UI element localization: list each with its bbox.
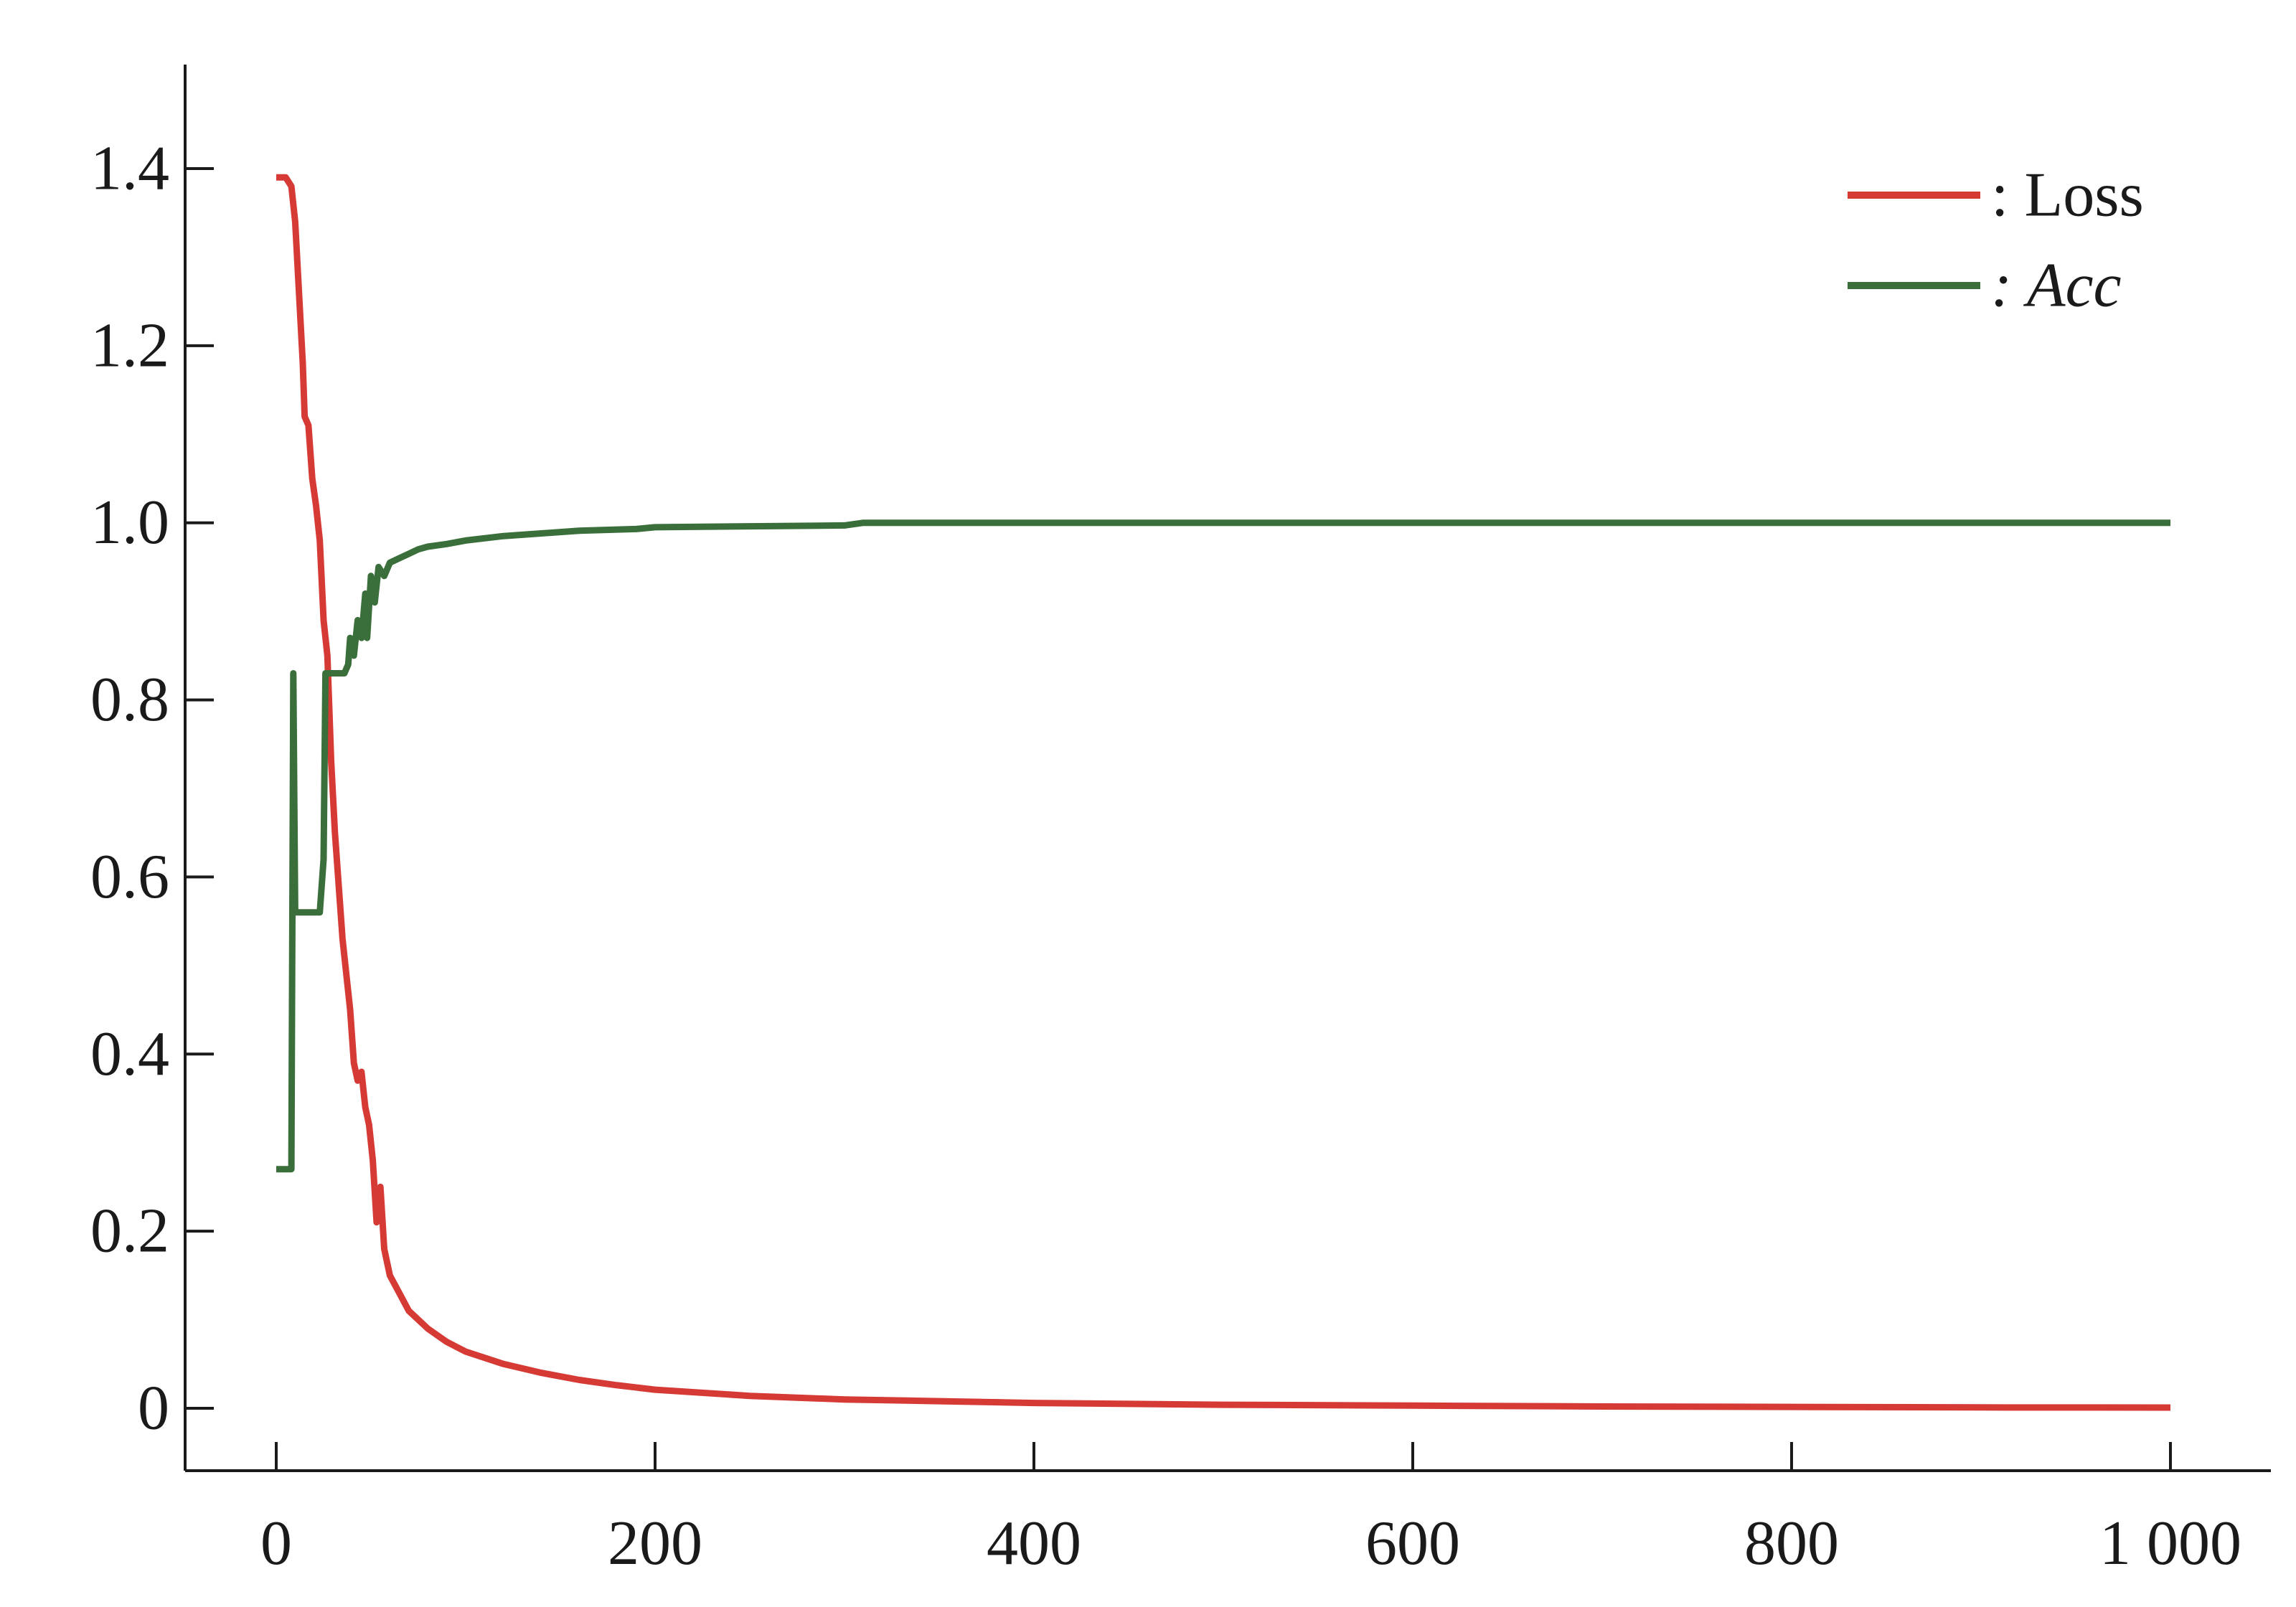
y-tick-label: 1.4 <box>90 134 169 204</box>
y-tick-label: 1.0 <box>90 488 169 557</box>
x-tick-label: 600 <box>1365 1509 1460 1578</box>
legend-label-acc: : Acc <box>1991 251 2122 321</box>
y-tick-label: 0 <box>138 1374 169 1443</box>
series-layer <box>276 174 2171 1411</box>
series-line-acc <box>276 519 2170 1173</box>
x-tick-label: 400 <box>987 1509 1081 1578</box>
y-ticks: 0 0.2 0.4 0.6 0.8 1.0 1.2 1.4 <box>90 134 214 1443</box>
axes <box>184 65 2271 1472</box>
x-ticks: 0 200 400 600 800 1 000 <box>260 1442 2241 1578</box>
x-tick-label: 1 000 <box>2099 1509 2241 1578</box>
legend-label-loss: : Loss <box>1991 161 2144 230</box>
y-tick-label: 1.2 <box>90 311 169 380</box>
y-tick-label: 0.8 <box>90 665 169 735</box>
y-tick-label: 0.6 <box>90 842 169 912</box>
y-tick-label: 0.4 <box>90 1019 169 1089</box>
x-tick-label: 0 <box>260 1509 292 1578</box>
legend: : Loss : Acc <box>1848 161 2144 321</box>
x-tick-label: 200 <box>608 1509 702 1578</box>
x-tick-label: 800 <box>1744 1509 1839 1578</box>
series-line-loss <box>276 174 2171 1411</box>
y-tick-label: 0.2 <box>90 1197 169 1266</box>
